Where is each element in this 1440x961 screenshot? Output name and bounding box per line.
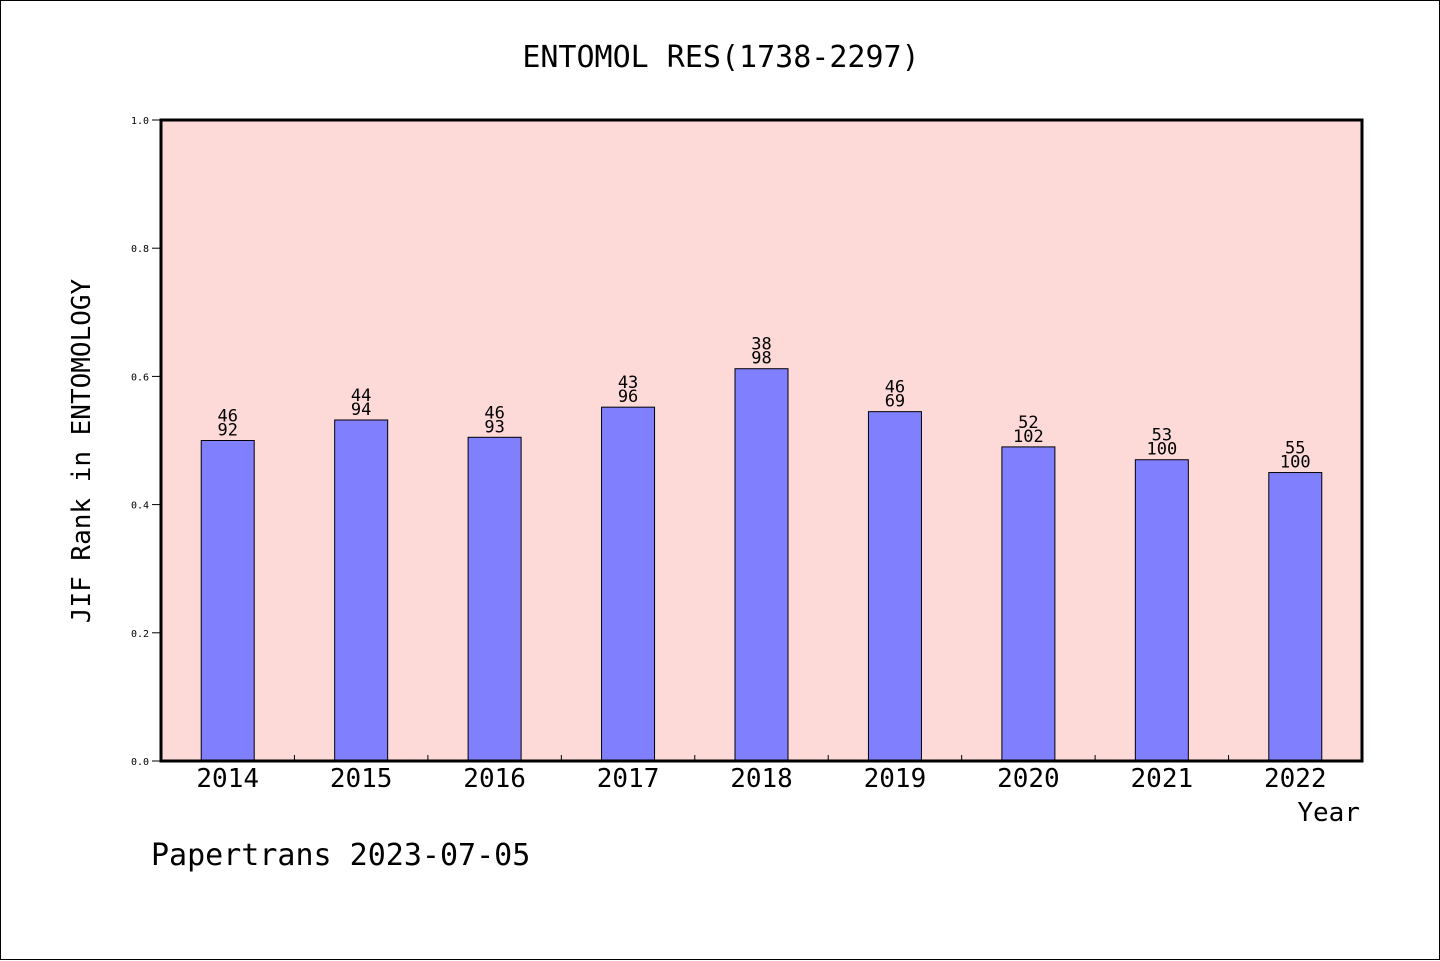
data-label-total: 69 bbox=[885, 392, 905, 412]
bar-2019 bbox=[867, 411, 922, 762]
x-tick-label: 2018 bbox=[730, 764, 793, 794]
y-axis: 0.0 0.2 0.4 0.6 0.8 1.0 bbox=[131, 116, 161, 768]
y-tick-label: 0.8 bbox=[131, 244, 149, 255]
x-tick-label: 2015 bbox=[330, 764, 393, 794]
bar-2020 bbox=[1001, 446, 1056, 762]
data-label-total: 102 bbox=[1013, 427, 1044, 447]
data-label-rank: 55 bbox=[1285, 439, 1305, 459]
data-label-rank: 46 bbox=[217, 407, 237, 427]
bar-2014 bbox=[200, 440, 255, 762]
data-label-rank: 43 bbox=[618, 373, 638, 393]
data-label-rank: 46 bbox=[484, 403, 504, 423]
x-tick-label: 2021 bbox=[1131, 764, 1194, 794]
x-axis-label: Year bbox=[1297, 798, 1360, 828]
x-axis: 2014 2015 2016 2017 2018 2019 2020 2021 2022 bbox=[196, 755, 1327, 794]
y-tick-label: 0.4 bbox=[131, 501, 149, 512]
bar-series bbox=[200, 368, 1323, 762]
data-label-rank: 46 bbox=[885, 378, 905, 398]
x-tick-label: 2014 bbox=[196, 764, 259, 794]
plot-border bbox=[159, 118, 1364, 763]
bar-2018 bbox=[734, 368, 789, 762]
x-tick-label: 2016 bbox=[463, 764, 526, 794]
x-tick-label: 2022 bbox=[1264, 764, 1327, 794]
data-label-rank: 44 bbox=[351, 386, 371, 406]
data-label-total: 93 bbox=[484, 417, 504, 437]
bar-2015 bbox=[334, 419, 389, 762]
data-label-total: 100 bbox=[1146, 440, 1177, 460]
y-tick-label: 0.6 bbox=[131, 372, 149, 383]
y-tick-label: 0.2 bbox=[131, 629, 149, 640]
y-axis-label: JIF Rank in ENTOMOLOGY bbox=[67, 278, 97, 623]
bar-2017 bbox=[601, 406, 656, 762]
bar-2021 bbox=[1134, 459, 1189, 762]
data-label-total: 94 bbox=[351, 400, 371, 420]
data-label-total: 96 bbox=[618, 387, 638, 407]
x-tick-label: 2017 bbox=[597, 764, 660, 794]
data-label-rank: 53 bbox=[1152, 426, 1172, 446]
footer-watermark: Papertrans 2023-07-05 bbox=[151, 838, 530, 873]
y-tick-label: 0.0 bbox=[131, 757, 149, 768]
bar-2016 bbox=[467, 436, 522, 762]
data-label-rank: 38 bbox=[751, 335, 771, 355]
y-tick-label: 1.0 bbox=[131, 116, 149, 127]
bar-2022 bbox=[1268, 472, 1323, 762]
x-tick-label: 2020 bbox=[997, 764, 1060, 794]
data-label-total: 92 bbox=[217, 421, 237, 441]
data-label-rank: 52 bbox=[1018, 413, 1038, 433]
data-label-total: 98 bbox=[751, 349, 771, 369]
x-tick-label: 2019 bbox=[864, 764, 927, 794]
data-label-total: 100 bbox=[1280, 453, 1311, 473]
chart-title: ENTOMOL RES(1738-2297) bbox=[522, 40, 919, 75]
